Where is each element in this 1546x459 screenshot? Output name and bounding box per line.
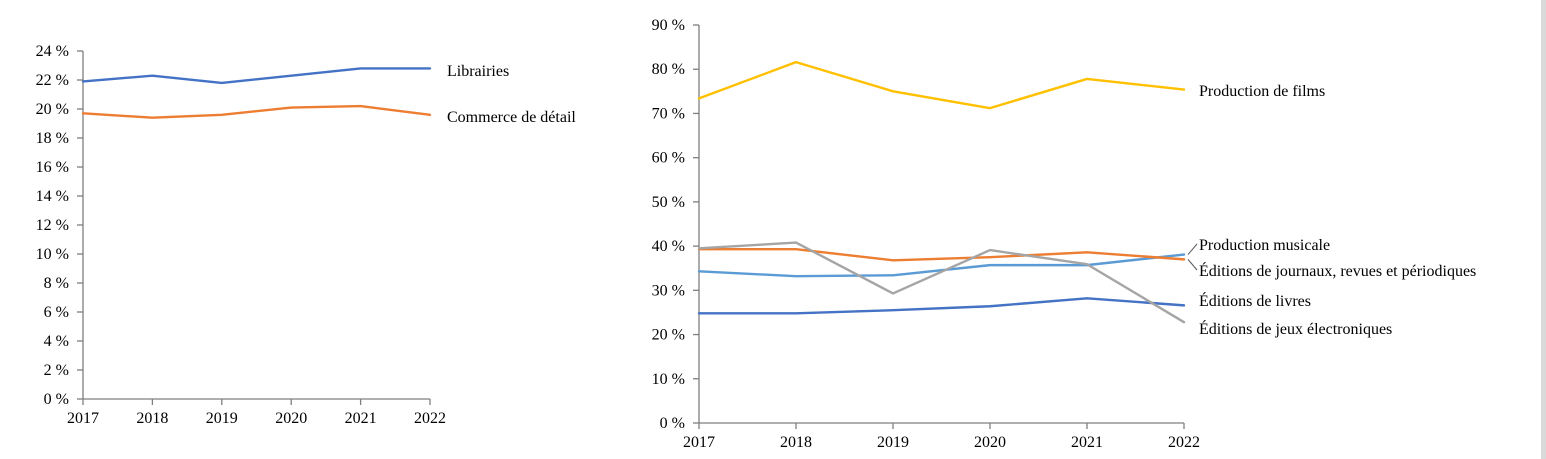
label-leader-line xyxy=(1187,259,1198,271)
x-tick-label: 2021 xyxy=(1071,434,1103,451)
series-label: Éditions de jeux électroniques xyxy=(1199,319,1392,338)
x-tick-label: 2018 xyxy=(136,410,168,427)
x-tick-label: 2020 xyxy=(974,434,1006,451)
y-tick-label: 0 % xyxy=(660,415,685,432)
series-line-editions-de-journaux-revues-et-periodiques xyxy=(697,248,1186,262)
y-tick-label: 22 % xyxy=(36,72,69,89)
series-line-librairies xyxy=(81,67,432,85)
y-tick-label: 90 % xyxy=(652,17,685,34)
x-tick-label: 2022 xyxy=(414,410,446,427)
y-tick-label: 20 % xyxy=(36,101,69,118)
x-tick-label: 2017 xyxy=(683,434,715,451)
y-tick-label: 16 % xyxy=(36,159,69,176)
series-label: Commerce de détail xyxy=(447,109,576,126)
x-tick-label: 2022 xyxy=(1168,434,1200,451)
y-tick-label: 60 % xyxy=(652,150,685,167)
right-chart-cultural-industries: 0 % 10 % 20 % 30 % 40 % 50 % 60 % 70 % 80 % 90 % 2… xyxy=(652,17,1477,451)
series-line-editions-de-jeux-electroniques xyxy=(697,241,1186,324)
y-tick-label: 20 % xyxy=(652,327,685,344)
series-line-production-musicale xyxy=(697,253,1186,278)
vertical-scrollbar[interactable] xyxy=(1541,0,1546,459)
y-tick-label: 50 % xyxy=(652,194,685,211)
y-tick-label: 2 % xyxy=(44,362,69,379)
x-tick-label: 2019 xyxy=(206,410,238,427)
x-tick-label: 2017 xyxy=(67,410,99,427)
y-tick-label: 24 % xyxy=(36,43,69,60)
series-label: Production de films xyxy=(1199,83,1325,100)
y-tick-label: 0 % xyxy=(44,391,69,408)
y-tick-label: 12 % xyxy=(36,217,69,234)
x-tick-label: 2021 xyxy=(345,410,377,427)
x-tick-label: 2018 xyxy=(780,434,812,451)
label-leader-line xyxy=(1187,243,1198,255)
series-label: Librairies xyxy=(447,63,509,80)
y-tick-label: 4 % xyxy=(44,333,69,350)
y-tick-label: 8 % xyxy=(44,275,69,292)
series-line-commerce-de-detail xyxy=(81,104,432,119)
y-tick-label: 80 % xyxy=(652,61,685,78)
left-chart-retail-vs-bookstores: 0 % 2 % 4 % 6 % 8 % 10 % 12 % 14 % 16 % 18 % 20 % 2… xyxy=(36,43,577,427)
y-tick-label: 10 % xyxy=(652,371,685,388)
y-tick-label: 18 % xyxy=(36,130,69,147)
series-line-editions-de-livres xyxy=(697,297,1186,315)
y-tick-label: 6 % xyxy=(44,304,69,321)
series-line-production-de-films xyxy=(697,60,1186,110)
y-tick-label: 40 % xyxy=(652,238,685,255)
series-label: Production musicale xyxy=(1199,237,1330,254)
y-tick-label: 30 % xyxy=(652,282,685,299)
y-tick-label: 70 % xyxy=(652,105,685,122)
x-tick-label: 2019 xyxy=(877,434,909,451)
series-label: Éditions de journaux, revues et périodiq… xyxy=(1199,261,1476,280)
y-tick-label: 10 % xyxy=(36,246,69,263)
series-label: Éditions de livres xyxy=(1199,291,1311,310)
y-tick-label: 14 % xyxy=(36,188,69,205)
x-tick-label: 2020 xyxy=(275,410,307,427)
